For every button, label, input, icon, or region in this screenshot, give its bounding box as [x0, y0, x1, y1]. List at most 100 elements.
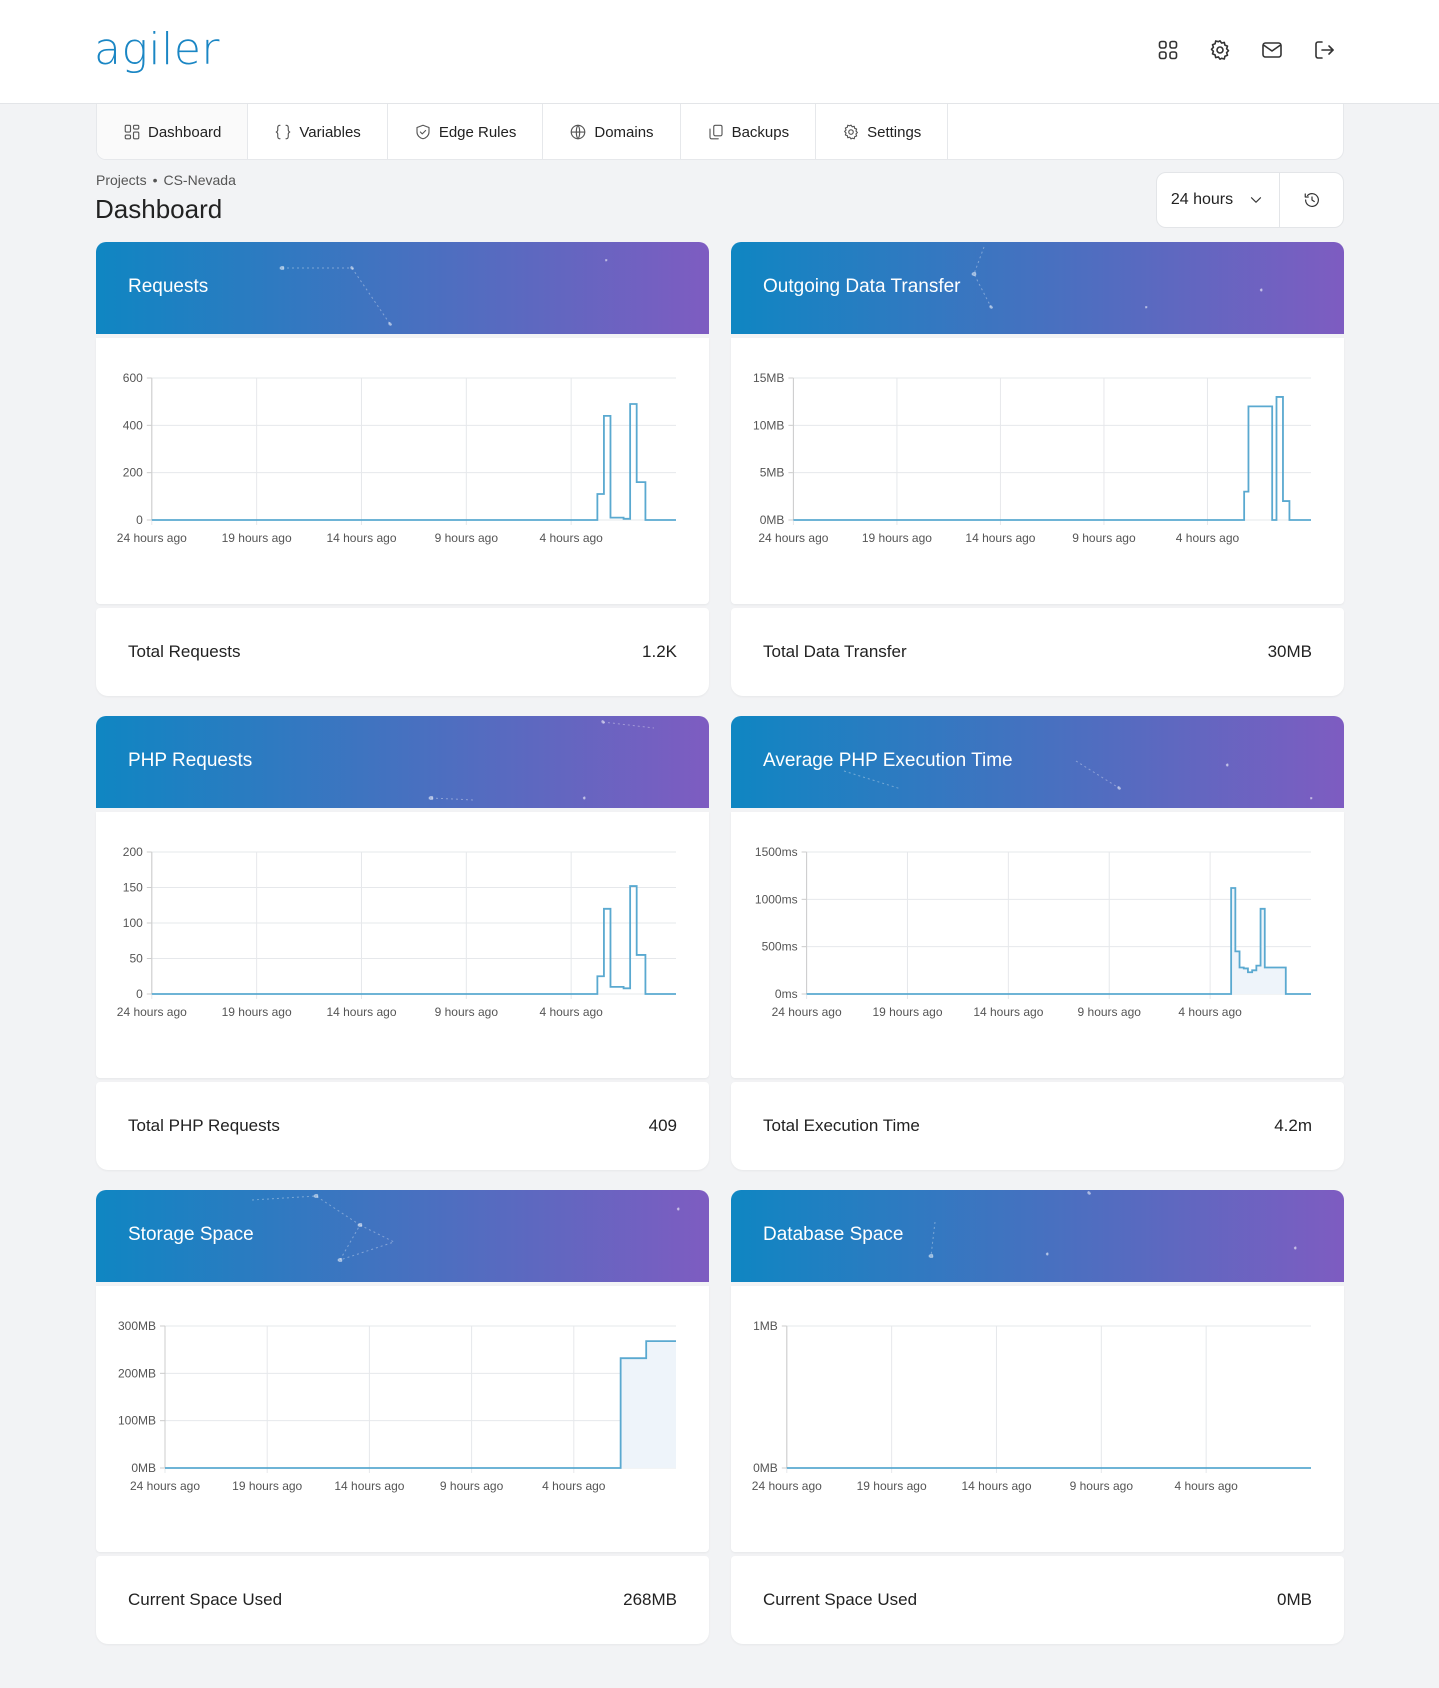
y-tick-label: 300MB [118, 1319, 156, 1333]
x-tick-label: 24 hours ago [117, 1005, 187, 1019]
decorative-stars [428, 720, 655, 801]
footer-value: 409 [648, 1116, 677, 1135]
breadcrumb-projects-link[interactable]: Projects [96, 172, 147, 188]
panel-footer: Total Data Transfer 30MB [731, 608, 1344, 696]
tab-label: Edge Rules [438, 123, 517, 141]
x-tick-label: 9 hours ago [440, 1479, 504, 1493]
time-range-select[interactable]: 24 hours [1157, 173, 1280, 227]
breadcrumb-project-link[interactable]: CS-Nevada [163, 172, 236, 188]
x-tick-label: 9 hours ago [1078, 1005, 1142, 1019]
php-requests-chart: 0 50 100 150 200 24 hours ago 19 hours ago 14 h… [117, 845, 676, 1019]
x-tick-label: 14 hours ago [973, 1005, 1043, 1019]
tab-settings[interactable]: Settings [816, 104, 949, 159]
y-tick-label: 200MB [118, 1366, 156, 1380]
footer-value: 1.2K [642, 642, 677, 661]
logout-icon[interactable] [1312, 38, 1336, 62]
average-php-execution-time-chart: 0ms 500ms 1000ms 1500ms 24 hours ago 19 hours… [755, 845, 1311, 1019]
panel-title: Storage Space [128, 1224, 254, 1245]
y-tick-label: 0 [136, 513, 143, 527]
panel-footer: Total Execution Time 4.2m [731, 1082, 1344, 1170]
x-tick-label: 9 hours ago [435, 1005, 499, 1019]
footer-value: 0MB [1277, 1590, 1312, 1609]
decorative-stars [928, 1191, 1297, 1259]
history-button[interactable] [1280, 173, 1343, 227]
apps-grid-icon[interactable] [1156, 38, 1180, 62]
footer-label: Total Execution Time [763, 1116, 920, 1135]
tab-edge-rules[interactable]: Edge Rules [388, 104, 544, 159]
panel-footer: Current Space Used 268MB [96, 1556, 709, 1644]
x-tick-label: 19 hours ago [862, 531, 932, 545]
php-requests-panel: PHP Requests 0 50 100 150 200 24 hours ago 19 … [96, 716, 709, 1170]
y-tick-label: 0MB [760, 513, 785, 527]
chart-container: 0MB 100MB 200MB 300MB 24 hours ago 19 hours a… [96, 1286, 709, 1552]
tab-label: Dashboard [148, 123, 222, 141]
y-tick-label: 500ms [762, 940, 798, 954]
decorative-stars [279, 258, 608, 326]
x-tick-label: 4 hours ago [542, 1479, 606, 1493]
shield-icon [416, 124, 430, 140]
y-tick-label: 600 [123, 371, 143, 385]
x-tick-label: 19 hours ago [222, 531, 292, 545]
panel-title: Requests [128, 276, 209, 297]
x-tick-label: 24 hours ago [752, 1479, 822, 1493]
x-tick-label: 4 hours ago [1176, 531, 1240, 545]
y-tick-label: 10MB [753, 418, 784, 432]
database-space-chart: 0MB 1MB 24 hours ago 19 hours ago 14 hours a… [752, 1319, 1311, 1493]
x-tick-label: 24 hours ago [758, 531, 828, 545]
tab-variables[interactable]: Variables [248, 104, 388, 159]
series-line [165, 1340, 676, 1469]
dashboard-icon [124, 124, 140, 140]
panel-header: Storage Space [96, 1190, 709, 1282]
panel-header: Average PHP Execution Time [731, 716, 1344, 808]
tab-domains[interactable]: Domains [543, 104, 681, 159]
breadcrumb-separator: • [152, 172, 158, 188]
y-tick-label: 200 [123, 466, 143, 480]
panel-header: PHP Requests [96, 716, 709, 808]
footer-value: 4.2m [1274, 1116, 1312, 1135]
x-tick-label: 19 hours ago [857, 1479, 927, 1493]
y-tick-label: 50 [129, 952, 143, 966]
x-tick-label: 14 hours ago [326, 531, 396, 545]
footer-label: Total Requests [128, 642, 241, 661]
y-tick-label: 100MB [118, 1414, 156, 1428]
y-tick-label: 150 [123, 881, 143, 895]
settings-gear-icon[interactable] [1208, 38, 1232, 62]
x-tick-label: 14 hours ago [334, 1479, 404, 1493]
footer-label: Current Space Used [128, 1590, 283, 1609]
series-line [151, 885, 676, 995]
chart-container: 0ms 500ms 1000ms 1500ms 24 hours ago 19 hours… [731, 812, 1344, 1078]
outgoing-data-transfer-chart: 0MB 5MB 10MB 15MB 24 hours ago 19 hours ago 14… [753, 371, 1311, 545]
tab-backups[interactable]: Backups [681, 104, 817, 159]
series-line [806, 887, 1311, 995]
footer-value: 30MB [1267, 642, 1312, 661]
database-space-panel: Database Space 0MB 1MB 24 hours ago 19 hour… [731, 1190, 1344, 1644]
panel-title: Database Space [763, 1224, 904, 1245]
panel-footer: Total Requests 1.2K [96, 608, 709, 696]
storage-space-chart: 0MB 100MB 200MB 300MB 24 hours ago 19 hours a… [118, 1319, 676, 1493]
time-range-value: 24 hours [1170, 191, 1234, 208]
y-tick-label: 1MB [753, 1319, 778, 1333]
x-tick-label: 4 hours ago [539, 1005, 603, 1019]
tab-dashboard[interactable]: Dashboard [97, 104, 249, 159]
panel-footer: Total PHP Requests 409 [96, 1082, 709, 1170]
y-tick-label: 5MB [760, 466, 785, 480]
decorative-stars [971, 246, 1263, 309]
series-line [151, 403, 676, 521]
tab-label: Variables [299, 123, 361, 141]
y-tick-label: 200 [123, 845, 143, 859]
mail-icon[interactable] [1260, 38, 1284, 62]
x-tick-label: 14 hours ago [965, 531, 1035, 545]
chart-container: 0MB 1MB 24 hours ago 19 hours ago 14 hours a… [731, 1286, 1344, 1552]
footer-label: Total PHP Requests [128, 1116, 280, 1135]
decorative-stars [843, 760, 1313, 800]
x-tick-label: 19 hours ago [232, 1479, 302, 1493]
y-tick-label: 0ms [775, 987, 798, 1001]
agiler-logo[interactable]: agiler [94, 24, 220, 75]
panel-title: Average PHP Execution Time [763, 750, 1013, 771]
panel-footer: Current Space Used 0MB [731, 1556, 1344, 1644]
header-actions [1156, 38, 1336, 62]
x-tick-label: 19 hours ago [872, 1005, 942, 1019]
chart-container: 0 200 400 600 24 hours ago 19 hours ago 14 hou… [96, 338, 709, 604]
x-tick-label: 14 hours ago [326, 1005, 396, 1019]
history-icon [1304, 193, 1319, 207]
